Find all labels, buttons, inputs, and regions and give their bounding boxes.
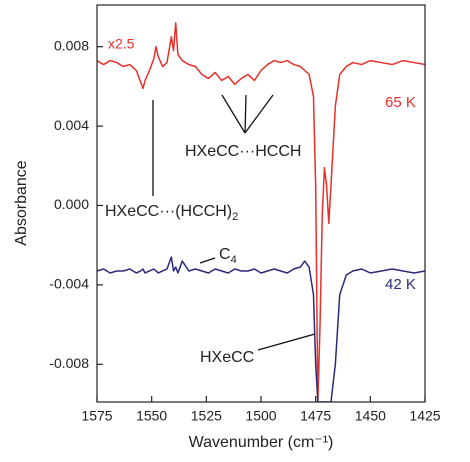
legend-label: 42 K xyxy=(385,276,416,293)
x-tick-label: 1425 xyxy=(409,408,440,424)
y-tick-label: -0.004 xyxy=(49,276,89,292)
x-tick-label: 1575 xyxy=(81,408,112,424)
x-axis-label: Wavenumber (cm⁻¹) xyxy=(189,434,334,451)
leader-line xyxy=(257,333,316,351)
x-tick-label: 1500 xyxy=(245,408,276,424)
annotation: x2.5 xyxy=(108,36,135,52)
x-tick-label: 1550 xyxy=(136,408,167,424)
x-tick-label: 1475 xyxy=(300,408,331,424)
x-tick-label: 1450 xyxy=(355,408,386,424)
leader-line xyxy=(199,257,216,264)
leader-line xyxy=(244,94,274,134)
series-line xyxy=(97,256,425,402)
y-tick-label: 0.004 xyxy=(54,117,89,133)
legend-label: 65 K xyxy=(385,94,416,111)
y-axis-label: Absorbance xyxy=(13,160,30,245)
plot-frame xyxy=(96,4,426,403)
annotation: HXeCC···(HCCH)2 xyxy=(105,203,238,223)
x-tick-label: 1525 xyxy=(191,408,222,424)
annotation-text: HXeCC···(HCCH) xyxy=(105,203,232,220)
y-tick-label: -0.008 xyxy=(49,355,89,371)
annotation: C4 xyxy=(219,246,237,266)
annotation: HXeCC xyxy=(200,349,254,366)
annotation-text: C xyxy=(219,246,231,263)
y-tick-label: 0.008 xyxy=(54,37,89,53)
annotation-subscript: 2 xyxy=(232,211,238,223)
annotation: HXeCC···HCCH xyxy=(185,143,301,160)
y-tick-label: 0.000 xyxy=(54,196,89,212)
leader-line xyxy=(221,94,246,134)
leader-line xyxy=(244,94,247,134)
series-layer xyxy=(97,22,425,402)
annotation-subscript: 4 xyxy=(231,254,237,266)
series-line xyxy=(97,22,425,402)
